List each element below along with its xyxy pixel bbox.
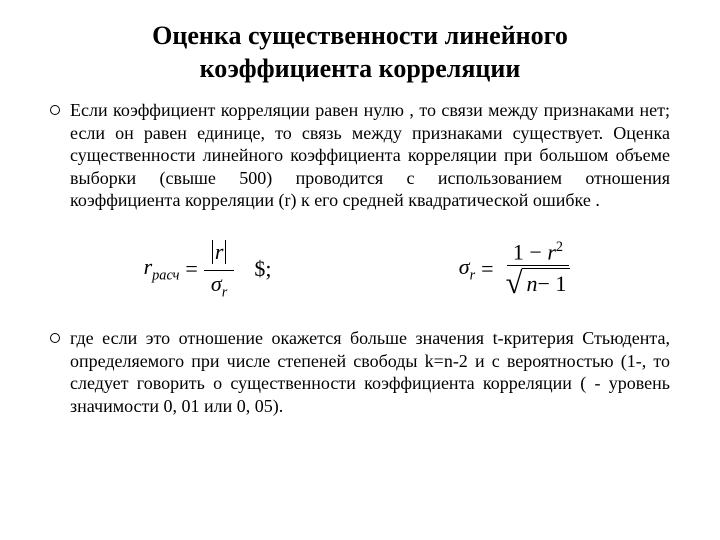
bullet-icon bbox=[50, 105, 60, 115]
formula-sigma-r: σr = 1 − r2 √ n − 1 bbox=[459, 240, 577, 299]
f2-fraction: 1 − r2 √ n − 1 bbox=[500, 240, 577, 299]
formula-row: rрасч = r σr $; σr = 1 − r2 bbox=[50, 240, 670, 300]
body-block-1: Если коэффициент корреляции равен нулю ,… bbox=[50, 99, 670, 212]
f1-fraction: r σr bbox=[204, 240, 235, 300]
f1-trail: $; bbox=[254, 256, 271, 282]
f1-num-sym: r bbox=[215, 241, 224, 263]
f1-den-sigma: σ bbox=[211, 271, 222, 296]
f2-lhs-sub: r bbox=[470, 268, 476, 284]
f2-num-part1: 1 − bbox=[513, 239, 547, 264]
title-line-1: Оценка существенности линейного bbox=[152, 21, 568, 50]
slide-title: Оценка существенности линейного коэффици… bbox=[50, 20, 670, 85]
f1-eq: = bbox=[185, 256, 197, 282]
f2-eq: = bbox=[481, 256, 493, 282]
body-block-2: где если это отношение окажется больше з… bbox=[50, 327, 670, 417]
paragraph-2: где если это отношение окажется больше з… bbox=[70, 327, 670, 417]
f2-lhs-sigma: σ bbox=[459, 254, 470, 279]
bullet-icon bbox=[50, 333, 60, 343]
f2-num-sym: r bbox=[547, 239, 556, 264]
f2-den-sym: n bbox=[526, 273, 537, 295]
formula-t-ratio: rрасч = r σr $; bbox=[144, 240, 272, 300]
f2-den-rest: − 1 bbox=[537, 273, 566, 295]
f1-den-sub: r bbox=[222, 284, 228, 300]
f1-lhs-sym: r bbox=[144, 254, 153, 279]
f2-sqrt: √ n − 1 bbox=[506, 268, 571, 299]
title-line-2: коэффициента корреляции bbox=[200, 54, 521, 83]
f2-num-exp: 2 bbox=[556, 239, 563, 255]
f1-lhs-sub: расч bbox=[152, 268, 179, 284]
paragraph-1: Если коэффициент корреляции равен нулю ,… bbox=[70, 99, 670, 212]
